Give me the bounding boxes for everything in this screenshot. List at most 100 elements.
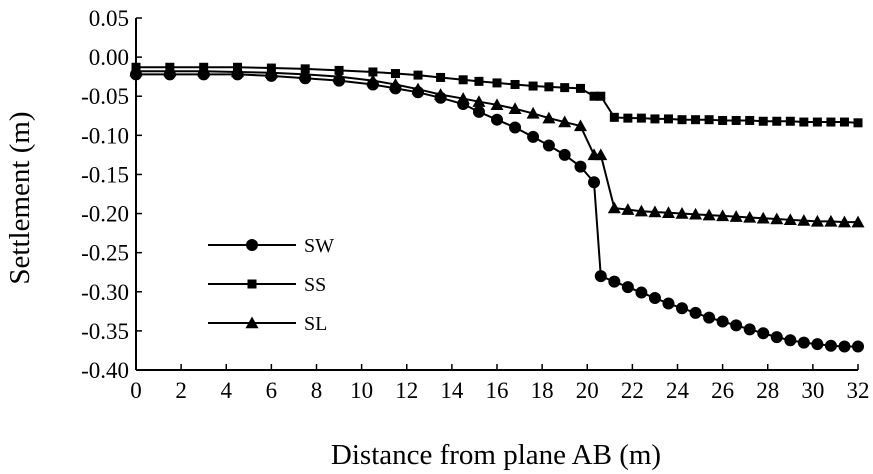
data-point-sw [757,327,770,340]
x-tick-label: 0 [130,378,142,403]
data-point-sl [837,215,851,228]
data-point-ss [492,78,502,88]
data-point-sw [588,176,601,189]
data-point-ss [596,91,606,101]
series-sl [129,64,865,228]
data-point-ss [575,83,585,93]
y-tick-label: -0.15 [81,162,129,187]
data-point-sl [648,205,662,218]
data-point-sw [716,315,729,328]
data-point-ss [368,67,378,77]
data-point-sl [756,211,770,224]
x-tick-label: 32 [847,378,870,403]
data-point-ss [785,116,795,126]
data-point-ss [758,116,768,126]
data-point-sl [621,203,635,215]
legend-item-sw: SW [208,235,334,257]
data-point-sl [594,148,608,161]
data-point-sl [851,215,865,228]
legend-item-ss: SS [208,274,326,296]
x-tick-label: 8 [311,378,323,403]
data-point-sw [527,130,540,143]
data-point-sw [703,311,716,324]
data-point-sl [231,65,245,78]
data-point-sl [298,67,312,80]
data-point-sl [702,208,716,221]
data-point-sw [635,286,648,299]
data-point-sl [675,207,689,219]
data-point-sl [729,210,743,222]
data-point-ss [390,69,400,79]
y-axis-ticks: 0.05 0.00 -0.05 -0.10 -0.15 -0.20 -0.25 -0.30 -0… [81,6,142,383]
data-point-ss [677,115,687,125]
x-axis-ticks: 0 2 4 6 8 10 12 14 16 18 20 22 24 26 28 30 32 [130,364,870,403]
data-point-ss [691,115,701,125]
data-point-sl [810,214,824,227]
series-sw [130,68,864,353]
data-point-sl [163,64,177,77]
data-point-sw [784,334,797,347]
data-point-sw [491,113,503,126]
data-point-ss [772,116,782,126]
data-point-sl [526,106,540,119]
data-point-sw [730,319,743,332]
data-point-sl [456,92,470,104]
data-point-sl [689,207,703,220]
plot-frame [135,18,858,371]
data-point-sl [542,111,556,124]
data-point-sw [852,340,864,353]
data-point-ss [839,117,849,127]
y-axis-title: Settlement (m) [4,111,36,284]
data-point-sw [594,270,607,283]
x-axis-title: Distance from plane AB (m) [331,439,661,471]
data-point-sl [824,214,838,227]
y-tick-label: 0.05 [89,6,129,31]
data-point-sw [676,302,689,315]
data-point-sw [574,160,587,173]
x-tick-label: 20 [576,378,599,403]
data-point-ss [704,115,714,125]
data-point-sl [411,82,425,95]
y-tick-label: -0.05 [81,84,129,109]
series-layer [129,62,865,353]
data-point-ss [474,76,484,86]
data-point-sl [472,95,486,107]
data-point-sw [472,105,485,118]
data-point-sl [743,210,757,223]
legend: SW SS SL [208,235,334,335]
x-tick-label: 16 [486,378,509,403]
data-point-sl [607,201,621,214]
data-point-ss [413,70,423,80]
y-tick-label: -0.10 [81,123,129,148]
data-point-sl [388,77,402,90]
data-point-ss [650,114,660,124]
data-point-ss [663,114,673,124]
x-tick-label: 30 [801,378,824,403]
data-point-ss [623,113,633,123]
y-tick-label: -0.35 [81,319,129,344]
data-point-sw [662,297,675,310]
data-point-sl [129,64,143,77]
data-point-sl [797,214,811,226]
y-tick-label: -0.20 [81,202,129,227]
data-point-sl [573,119,587,132]
data-point-sl [332,70,346,82]
data-point-sl [716,209,730,222]
data-point-sl [264,66,278,78]
legend-item-sl: SL [208,313,327,335]
series-line-sl [136,70,858,224]
data-point-sw [811,338,824,351]
data-point-ss [436,72,446,82]
data-point-sw [542,139,555,152]
data-point-ss [560,83,570,93]
x-tick-label: 2 [175,378,187,403]
data-point-ss [510,79,520,89]
data-point-ss [812,117,822,127]
x-tick-label: 12 [395,378,418,403]
data-point-ss [853,118,863,128]
data-point-sw [797,336,810,349]
data-point-ss [826,117,836,127]
data-point-sw [608,275,621,288]
legend-marker-sw [246,239,258,251]
data-point-sw [743,323,756,336]
